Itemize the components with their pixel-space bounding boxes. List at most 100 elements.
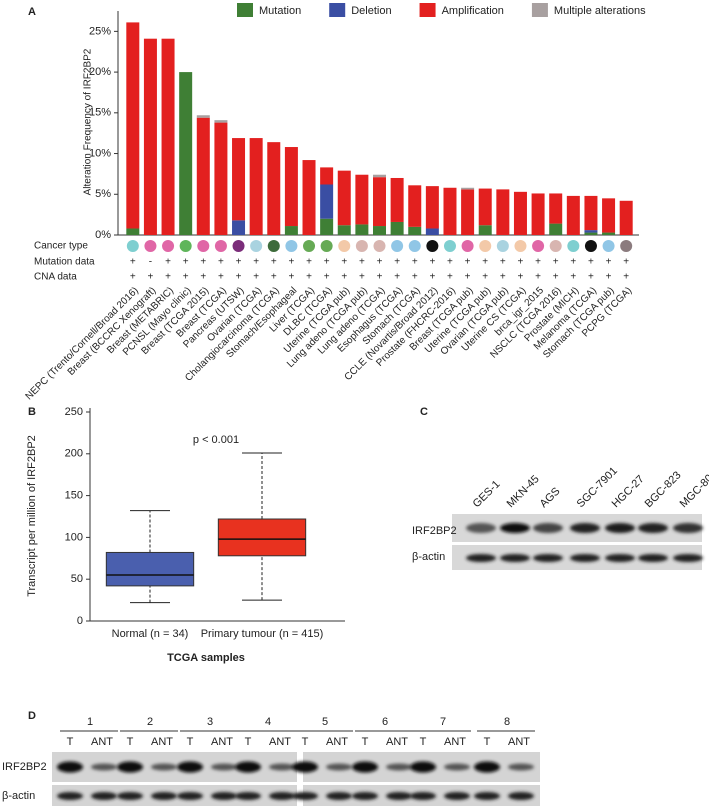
blot-band [352, 761, 378, 773]
lane-label: MKN-45 [505, 473, 542, 510]
bar-segment [584, 230, 598, 233]
blot-band [533, 523, 563, 533]
legend-swatch [237, 3, 253, 17]
blot-band [57, 792, 83, 800]
blot-band [57, 761, 83, 773]
blot-band [500, 554, 530, 562]
cna-data: + [447, 272, 453, 283]
mutation-data: + [288, 257, 294, 268]
mutation-data: + [394, 257, 400, 268]
cancer-type-dot [197, 240, 210, 252]
cancer-type-dot [373, 240, 386, 252]
lane-label: T [362, 736, 369, 748]
mutation-data: + [447, 257, 453, 268]
bar-segment [126, 228, 140, 235]
lane-label: MGC-803 [678, 468, 709, 510]
cna-data: + [623, 272, 629, 283]
cancer-type-dot [532, 240, 545, 252]
bar-segment [566, 195, 580, 235]
blot-band [177, 761, 203, 773]
bar-segment [249, 138, 263, 235]
blot-band [269, 792, 295, 800]
bar-segment [320, 184, 334, 219]
bar-segment [425, 186, 439, 229]
blot-band [91, 792, 117, 800]
cancer-type-dot [496, 240, 509, 252]
x-tick-label: Primary tumour (n = 415) [201, 628, 324, 640]
mutation-data: + [588, 257, 594, 268]
blot-band [508, 763, 534, 771]
cna-data: + [500, 272, 506, 283]
blot-band [605, 554, 635, 562]
mutation-data: + [200, 257, 206, 268]
lane-label: T [302, 736, 309, 748]
cna-data: + [553, 272, 559, 283]
blot-band [410, 792, 436, 800]
cna-data: + [148, 272, 154, 283]
cancer-type-dot [443, 240, 456, 252]
mutation-data: + [570, 257, 576, 268]
lane-label: T [187, 736, 194, 748]
group-label: 8 [504, 716, 510, 728]
bar-segment [196, 117, 210, 235]
cancer-type-dot [232, 240, 245, 252]
blot-band [500, 523, 530, 533]
box [217, 518, 307, 557]
mutation-data: + [253, 257, 259, 268]
cna-data: + [570, 272, 576, 283]
cna-data: + [341, 272, 347, 283]
row-label: CNA data [34, 272, 77, 283]
blot-band [151, 763, 177, 771]
blot-band [570, 554, 600, 562]
legend-swatch [531, 3, 548, 17]
mutation-data: + [412, 257, 418, 268]
bar-segment [284, 226, 298, 235]
blot-band [638, 523, 668, 533]
blot-band [177, 792, 203, 800]
blot-band [151, 792, 177, 800]
bar-segment [126, 22, 140, 229]
bar-segment [196, 115, 210, 118]
cna-data: + [377, 272, 383, 283]
row-label: Cancer type [34, 241, 88, 252]
legend-label: Mutation [259, 5, 301, 17]
bar-segment [320, 218, 334, 235]
panel-label: B [28, 406, 36, 418]
cna-data: + [306, 272, 312, 283]
cancer-type-dot [303, 240, 316, 252]
cna-data: + [394, 272, 400, 283]
box [105, 551, 195, 587]
lane-label: T [245, 736, 252, 748]
mutation-data: + [623, 257, 629, 268]
cancer-type-dot [567, 240, 580, 252]
cna-data: + [200, 272, 206, 283]
bar-segment [549, 223, 563, 235]
cna-data: + [429, 272, 435, 283]
blot-band [466, 523, 496, 533]
blot-band [235, 792, 261, 800]
mutation-data: + [359, 257, 365, 268]
cna-data: + [218, 272, 224, 283]
legend-swatch [329, 3, 346, 17]
mutation-data: + [465, 257, 471, 268]
blot-band [466, 554, 496, 562]
group-label: 6 [382, 716, 388, 728]
blot-band [211, 763, 237, 771]
legend-label: Amplification [442, 5, 504, 17]
bar-segment [602, 232, 616, 235]
cancer-type-dot [126, 240, 139, 252]
cancer-type-dot [355, 240, 368, 252]
row-label: IRF2BP2 [2, 761, 47, 773]
blot-band [117, 792, 143, 800]
lane-label: ANT [91, 736, 113, 748]
cancer-type-dot [479, 240, 492, 252]
lane-label: ANT [508, 736, 530, 748]
cna-data: + [535, 272, 541, 283]
bar-segment [619, 200, 633, 235]
cna-data: + [253, 272, 259, 283]
cancer-type-dot [320, 240, 333, 252]
blot-band [352, 792, 378, 800]
bar-segment [373, 174, 386, 178]
mutation-data: + [130, 257, 136, 268]
bar-segment [461, 187, 475, 190]
